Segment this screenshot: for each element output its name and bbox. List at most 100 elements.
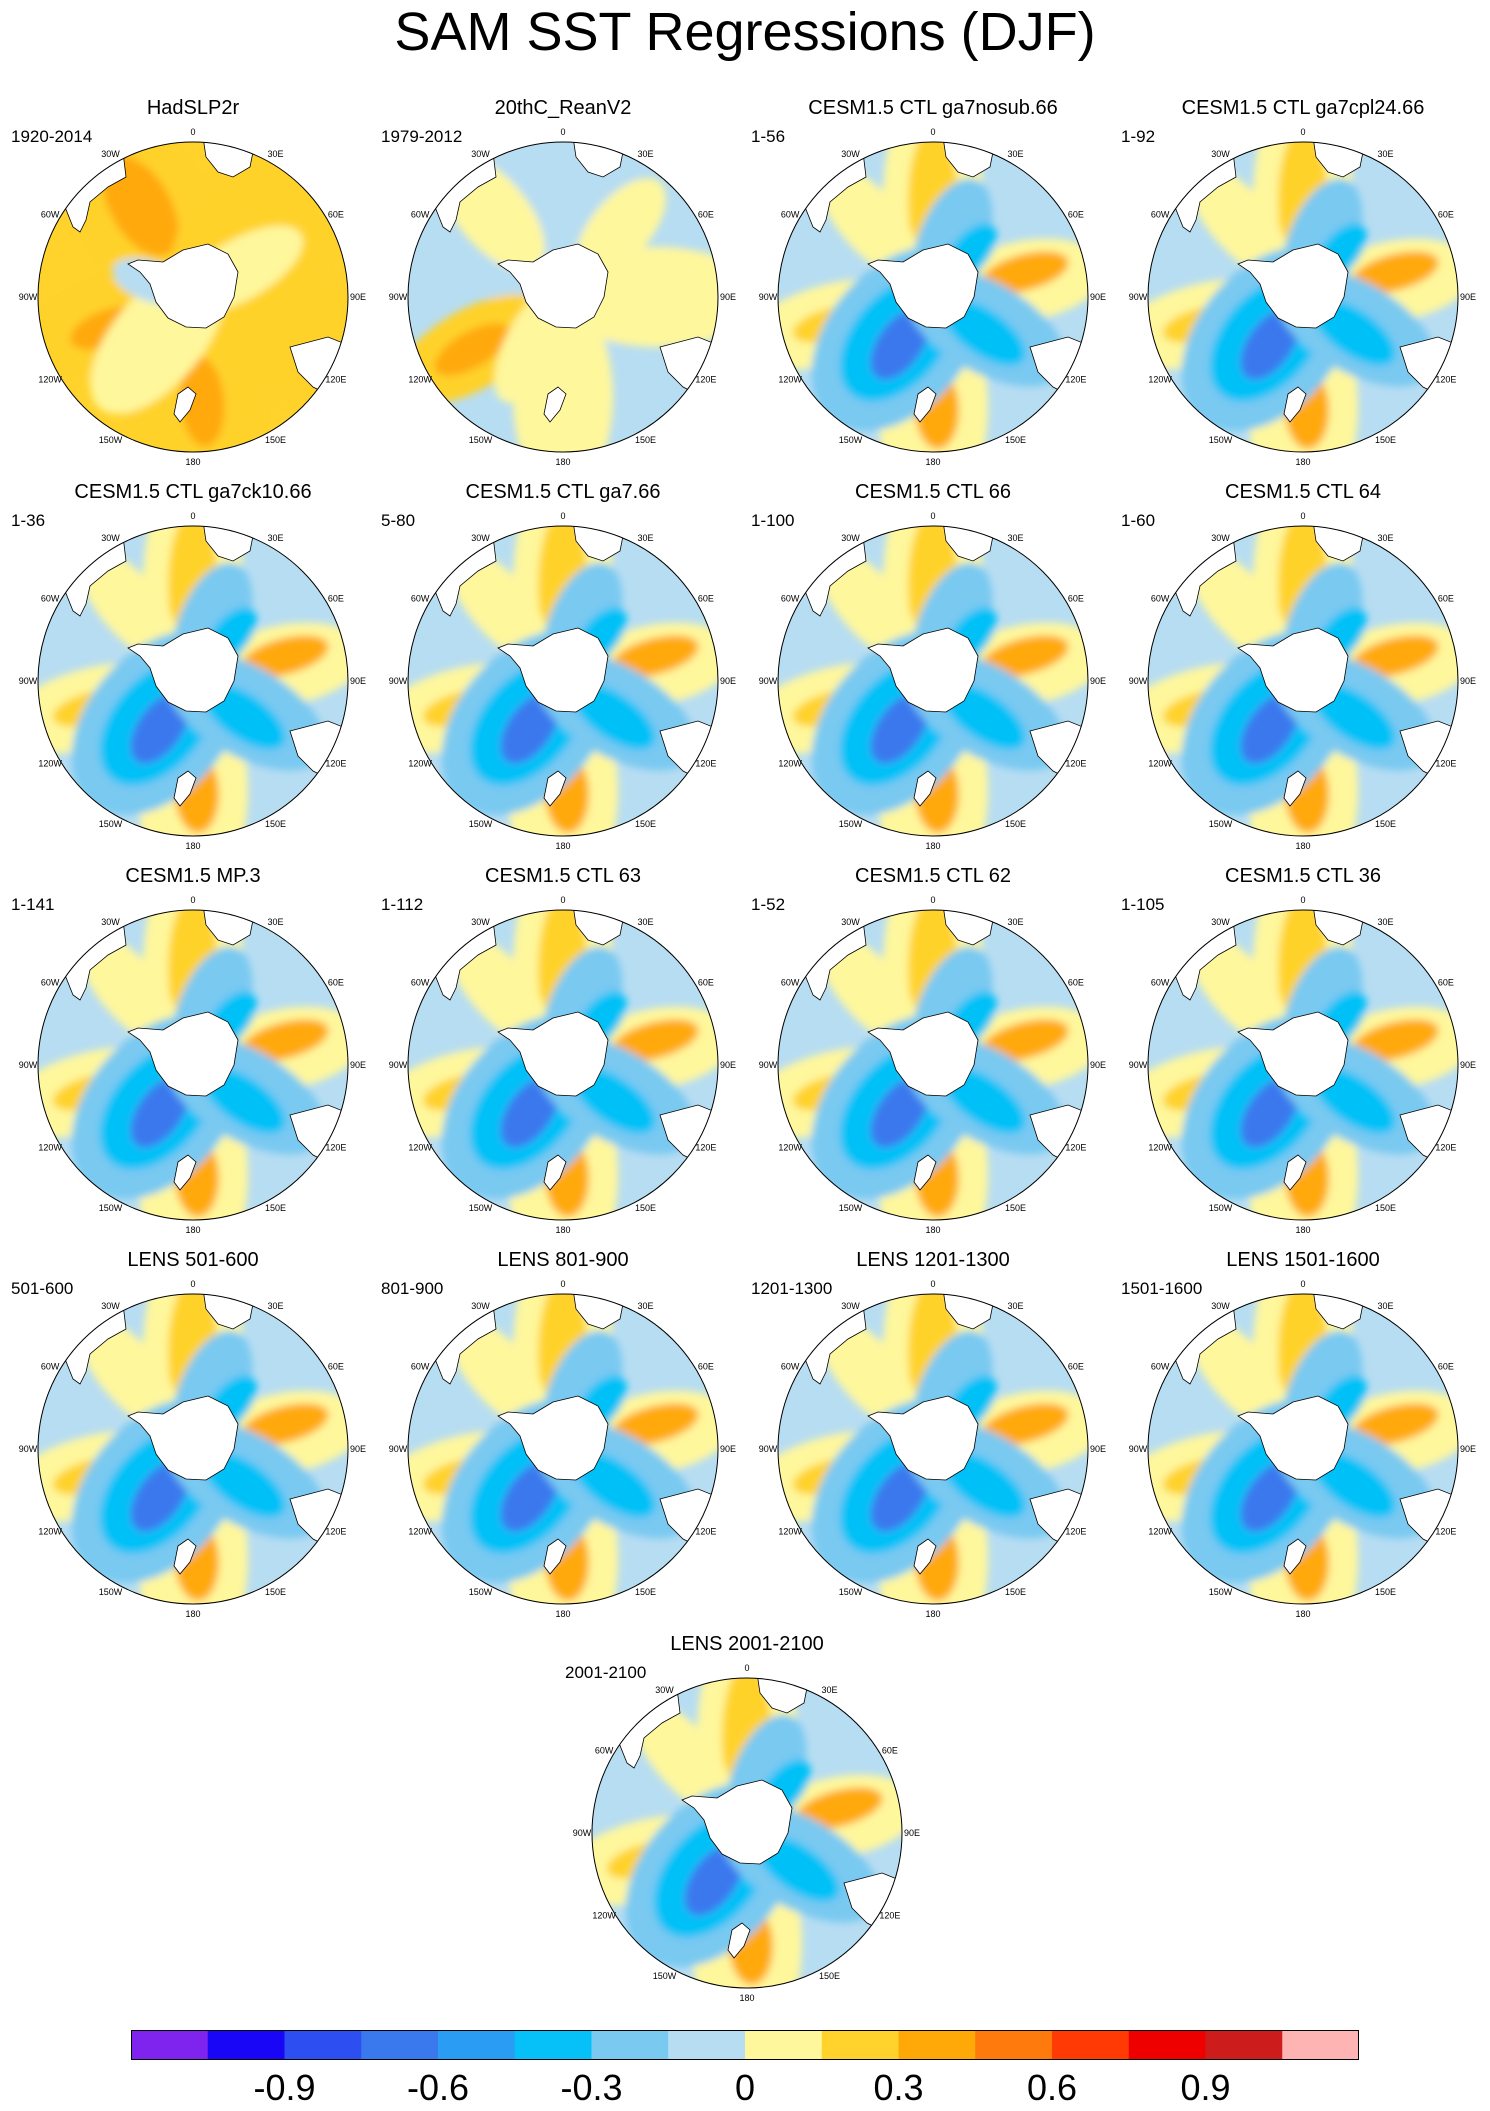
longitude-label: 90W xyxy=(19,1444,38,1454)
polar-map: 0 30E 60E 90E 120E 150E 180 150W 120W 90W 60W 30W xyxy=(19,895,366,1235)
panel-years: 1-60 xyxy=(1121,511,1156,530)
colorbar-tick-label: -0.9 xyxy=(253,2067,316,2108)
map-panel: LENS 2001-2100 2001-2100 0 30E 60E 90E 120E 150… xyxy=(562,1632,932,2012)
panel-years: 1-141 xyxy=(11,895,55,914)
longitude-label: 150E xyxy=(1375,1587,1396,1597)
longitude-label: 180 xyxy=(1295,841,1310,851)
longitude-label: 0 xyxy=(560,127,565,137)
panel-title: CESM1.5 CTL 62 xyxy=(855,865,1011,887)
longitude-label: 0 xyxy=(560,1279,565,1289)
longitude-label: 30W xyxy=(1211,533,1230,543)
colorbar xyxy=(131,2030,1359,2060)
longitude-label: 30W xyxy=(471,149,490,159)
longitude-label: 120E xyxy=(1065,1143,1086,1153)
longitude-label: 30E xyxy=(1377,1301,1393,1311)
longitude-label: 30W xyxy=(841,917,860,927)
panel-title: CESM1.5 CTL 36 xyxy=(1225,865,1381,887)
longitude-label: 0 xyxy=(930,1279,935,1289)
longitude-label: 60W xyxy=(411,978,430,988)
panel-years: 1-36 xyxy=(11,511,46,530)
panel-years: 801-900 xyxy=(381,1279,444,1298)
longitude-label: 120W xyxy=(778,1143,802,1153)
longitude-label: 90E xyxy=(1090,1060,1106,1070)
longitude-label: 180 xyxy=(185,1609,200,1619)
longitude-label: 150W xyxy=(469,819,493,829)
polar-map: 0 30E 60E 90E 120E 150E 180 150W 120W 90W 60W 30W xyxy=(759,127,1106,467)
map-panel: CESM1.5 CTL 36 1-105 0 30E 60E 90E 120E 150E 180… xyxy=(1118,864,1488,1244)
longitude-label: 120E xyxy=(695,759,716,769)
panel-years: 1979-2012 xyxy=(381,127,463,146)
polar-map: 0 30E 60E 90E 120E 150E 180 150W 120W 90W 60W 30W xyxy=(759,1279,1106,1619)
longitude-label: 30E xyxy=(1377,917,1393,927)
longitude-label: 60W xyxy=(41,1362,60,1372)
longitude-label: 150W xyxy=(99,819,123,829)
longitude-label: 0 xyxy=(930,895,935,905)
longitude-label: 120E xyxy=(695,375,716,385)
longitude-label: 180 xyxy=(1295,1225,1310,1235)
map-panel: LENS 801-900 801-900 0 30E 60E 90E 120E 150E 180… xyxy=(378,1248,748,1628)
longitude-label: 90W xyxy=(1129,676,1148,686)
longitude-label: 60E xyxy=(1438,1362,1454,1372)
longitude-label: 120W xyxy=(778,375,802,385)
longitude-label: 0 xyxy=(190,511,195,521)
longitude-label: 120E xyxy=(695,1527,716,1537)
longitude-label: 120W xyxy=(408,759,432,769)
longitude-label: 180 xyxy=(185,457,200,467)
longitude-label: 90E xyxy=(1090,292,1106,302)
panel-title: CESM1.5 CTL ga7.66 xyxy=(465,481,661,503)
longitude-label: 30E xyxy=(637,917,653,927)
longitude-label: 150W xyxy=(839,819,863,829)
longitude-label: 120E xyxy=(879,1911,900,1921)
colorbar-swatch xyxy=(284,2030,362,2060)
longitude-label: 0 xyxy=(190,127,195,137)
longitude-label: 90W xyxy=(759,1444,778,1454)
longitude-label: 120W xyxy=(408,1527,432,1537)
colorbar-swatch xyxy=(898,2030,976,2060)
map-panel: CESM1.5 CTL ga7.66 5-80 0 30E 60E 90E 120E 150E… xyxy=(378,480,748,860)
longitude-label: 0 xyxy=(560,895,565,905)
longitude-label: 90W xyxy=(759,1060,778,1070)
longitude-label: 0 xyxy=(190,1279,195,1289)
longitude-label: 30W xyxy=(101,917,120,927)
polar-map: 0 30E 60E 90E 120E 150E 180 150W 120W 90W 60W 30W xyxy=(19,127,366,467)
longitude-label: 120W xyxy=(1148,1527,1172,1537)
longitude-label: 150E xyxy=(265,1203,286,1213)
longitude-label: 30E xyxy=(637,533,653,543)
panel-years: 1-100 xyxy=(751,511,795,530)
longitude-label: 60E xyxy=(328,594,344,604)
panel-title: LENS 501-600 xyxy=(127,1249,259,1271)
polar-map: 0 30E 60E 90E 120E 150E 180 150W 120W 90W 60W 30W xyxy=(19,1279,366,1619)
longitude-label: 90E xyxy=(1460,1444,1476,1454)
longitude-label: 0 xyxy=(560,511,565,521)
longitude-label: 180 xyxy=(925,841,940,851)
panel-years: 501-600 xyxy=(11,1279,74,1298)
longitude-label: 90W xyxy=(19,676,38,686)
longitude-label: 30W xyxy=(471,1301,490,1311)
panel-title: CESM1.5 CTL ga7cpl24.66 xyxy=(1181,97,1425,119)
longitude-label: 150W xyxy=(1209,1587,1233,1597)
longitude-label: 60E xyxy=(698,1362,714,1372)
panel-title: LENS 1501-1600 xyxy=(1226,1249,1380,1271)
panel-title: CESM1.5 CTL 64 xyxy=(1225,481,1381,503)
longitude-label: 60W xyxy=(1151,210,1170,220)
panel-years: 1-92 xyxy=(1121,127,1156,146)
polar-map: 0 30E 60E 90E 120E 150E 180 150W 120W 90W 60W 30W xyxy=(1129,511,1476,851)
longitude-label: 90E xyxy=(350,1060,366,1070)
map-panel: CESM1.5 CTL 64 1-60 0 30E 60E 90E 120E 150E 180 1… xyxy=(1118,480,1488,860)
longitude-label: 150W xyxy=(99,435,123,445)
longitude-label: 180 xyxy=(925,457,940,467)
longitude-label: 30W xyxy=(101,149,120,159)
longitude-label: 30E xyxy=(1007,533,1023,543)
longitude-label: 180 xyxy=(185,1225,200,1235)
longitude-label: 150W xyxy=(1209,1203,1233,1213)
longitude-label: 150E xyxy=(265,1587,286,1597)
longitude-label: 90W xyxy=(19,292,38,302)
longitude-label: 90W xyxy=(1129,292,1148,302)
panel-title: CESM1.5 MP.3 xyxy=(125,865,261,887)
longitude-label: 0 xyxy=(930,127,935,137)
longitude-label: 90E xyxy=(904,1828,920,1838)
polar-map: 0 30E 60E 90E 120E 150E 180 150W 120W 90W 60W 30W xyxy=(389,127,736,467)
longitude-label: 30W xyxy=(101,533,120,543)
longitude-label: 60W xyxy=(41,594,60,604)
longitude-label: 60E xyxy=(882,1746,898,1756)
